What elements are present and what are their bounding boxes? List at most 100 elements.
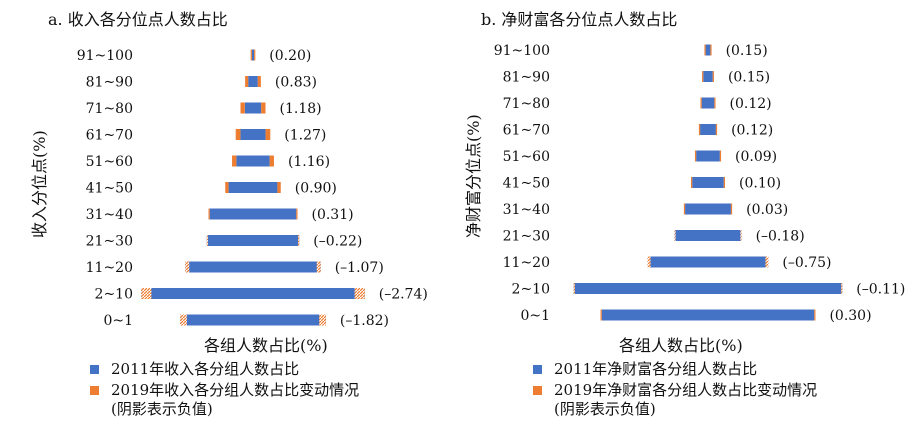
bar-2011 — [685, 203, 731, 215]
category-label: 61~70 — [86, 128, 133, 144]
bar-2011 — [696, 150, 720, 162]
change-segment-right — [740, 230, 742, 241]
change-segment-right — [257, 76, 261, 87]
legend: 2011年净财富各分组人数占比 2019年净财富各分组人数占比变动情况 (阴影表… — [533, 360, 817, 421]
panel-wealth: b. 净财富各分位点人数占比 净财富分位点(%) 91~100 (0.15) 81~… — [459, 0, 918, 432]
change-segment-left — [694, 150, 697, 162]
category-label: 71~80 — [86, 101, 133, 117]
bar-2011 — [141, 288, 365, 299]
change-segment-left — [141, 288, 152, 299]
legend-label: 2019年净财富各分组人数占比变动情况 (阴影表示负值) — [554, 381, 818, 418]
bar-2011 — [185, 261, 321, 273]
change-segment-right — [765, 256, 769, 268]
bar-2011 — [703, 71, 713, 82]
x-axis-label: 各组人数占比(%) — [204, 336, 328, 355]
category-label: 11~20 — [503, 255, 550, 271]
category-label: 41~50 — [86, 181, 133, 197]
change-segment-left — [702, 71, 704, 82]
change-segment-left — [691, 177, 693, 188]
bar-2011 — [228, 182, 278, 193]
category-label: 71~80 — [503, 96, 550, 112]
bar-2011 — [601, 309, 815, 321]
category-label: 51~60 — [86, 154, 133, 170]
legend-swatch-change — [533, 386, 542, 395]
data-label: (0.83) — [275, 75, 317, 91]
data-label: (0.09) — [735, 149, 777, 165]
data-label: (0.15) — [728, 70, 770, 86]
legend-item: 2019年收入各分组人数占比变动情况 (阴影表示负值) — [90, 381, 359, 419]
category-label: 41~50 — [503, 176, 550, 192]
change-segment-left — [185, 261, 190, 273]
data-label: (0.12) — [730, 96, 772, 112]
bar-2011 — [244, 102, 262, 114]
x-axis-label: 各组人数占比(%) — [619, 336, 743, 355]
bar-2011 — [236, 155, 270, 167]
data-label: (0.30) — [829, 308, 871, 324]
category-label: 21~30 — [86, 234, 133, 250]
legend-label: 2019年收入各分组人数占比变动情况 (阴影表示负值) — [111, 381, 360, 418]
change-segment-right — [316, 261, 321, 273]
bar-2011 — [692, 177, 724, 188]
bar-2011 — [240, 129, 266, 140]
data-label: (–0.11) — [856, 282, 905, 298]
change-segment-right — [298, 235, 300, 246]
legend-swatch-base — [533, 365, 542, 374]
data-label: (1.16) — [288, 154, 330, 170]
change-segment-left — [647, 256, 651, 268]
change-segment-right — [714, 97, 716, 109]
change-segment-right — [354, 288, 365, 299]
change-segment-right — [269, 155, 274, 167]
change-segment-left — [700, 97, 702, 109]
category-label: 31~40 — [503, 202, 550, 218]
category-label: 11~20 — [86, 260, 133, 276]
data-label: (–0.75) — [782, 255, 831, 271]
legend: 2011年收入各分组人数占比 2019年收入各分组人数占比变动情况 (阴影表示负… — [90, 360, 359, 421]
bar-2011 — [251, 49, 255, 61]
legend-item: 2011年收入各分组人数占比 — [90, 360, 359, 379]
legend-item: 2011年净财富各分组人数占比 — [533, 360, 817, 379]
change-segment-left — [235, 129, 241, 140]
data-label: (0.12) — [731, 123, 773, 139]
category-label: 61~70 — [503, 123, 550, 139]
category-label: 91~100 — [494, 43, 550, 59]
data-label: (–0.22) — [313, 234, 362, 250]
change-segment-right — [723, 177, 725, 188]
change-segment-left — [250, 49, 252, 61]
plot-area: 91~100 (0.20) 81~90 (0.83) 71~80 (1.18) 61~70 (… — [77, 48, 428, 329]
data-label: (–0.18) — [756, 229, 805, 245]
data-label: (1.18) — [280, 101, 322, 117]
change-segment-right — [730, 203, 733, 215]
legend-swatch-change — [90, 386, 99, 395]
legend-swatch-base — [90, 365, 99, 374]
change-segment-right — [261, 102, 266, 114]
panel-income: a. 收入各分位点人数占比 收入分位点(%) 91~100 (0.20) 81~90… — [30, 10, 428, 421]
change-segment-right — [715, 124, 718, 135]
change-segment-left — [245, 76, 249, 87]
bar-2011 — [209, 208, 297, 220]
data-label: (0.10) — [739, 176, 781, 192]
category-label: 81~90 — [86, 75, 133, 91]
category-label: 21~30 — [503, 229, 550, 245]
data-label: (0.31) — [311, 207, 353, 223]
change-segment-right — [296, 208, 298, 220]
category-label: 91~100 — [77, 48, 133, 64]
data-label: (–2.74) — [379, 287, 428, 303]
bar-2011 — [248, 76, 258, 87]
change-segment-left — [674, 230, 676, 241]
change-segment-left — [704, 44, 706, 56]
data-label: (–1.82) — [340, 313, 389, 329]
change-segment-left — [208, 208, 210, 220]
change-segment-left — [225, 182, 229, 193]
bar-2011 — [573, 283, 843, 294]
bar-2011 — [705, 44, 711, 56]
chart-title: a. 收入各分位点人数占比 — [48, 10, 228, 29]
data-label: (0.03) — [746, 202, 788, 218]
bar-2011 — [180, 314, 326, 326]
legend-label: 2011年收入各分组人数占比 — [111, 360, 300, 378]
legend-label: 2011年净财富各分组人数占比 — [554, 360, 758, 378]
bar-2011 — [700, 124, 716, 135]
category-label: 0~1 — [520, 308, 550, 324]
change-segment-right — [265, 129, 271, 140]
category-label: 81~90 — [503, 70, 550, 86]
category-label: 2~10 — [512, 282, 550, 298]
